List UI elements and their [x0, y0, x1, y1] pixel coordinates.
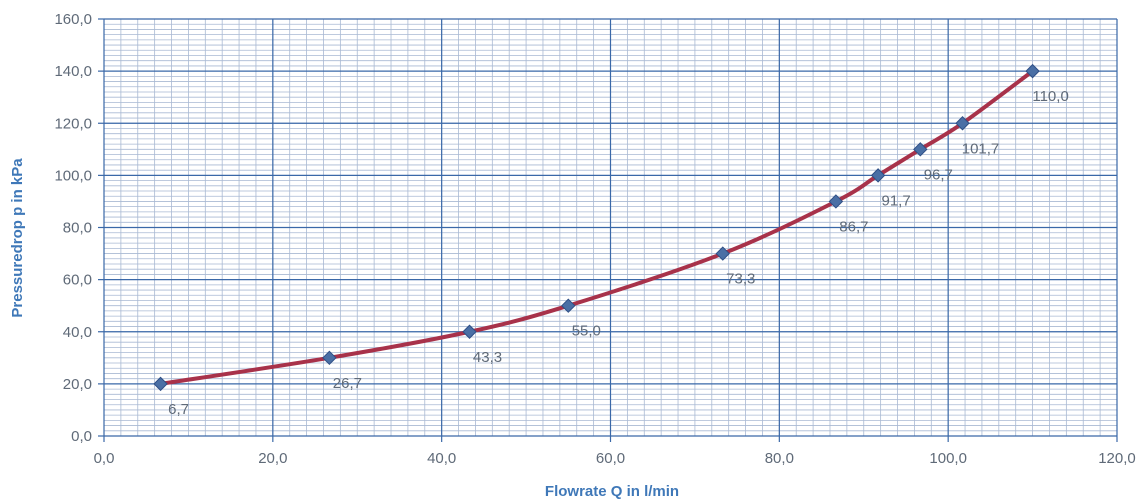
- y-tick-label: 140,0: [54, 63, 92, 80]
- x-tick-label: 20,0: [258, 450, 287, 467]
- data-point-marker: [322, 350, 337, 366]
- x-axis-title: Flowrate Q in l/min: [545, 483, 679, 500]
- data-point-label: 55,0: [572, 323, 601, 340]
- data-point-marker: [955, 116, 970, 131]
- data-point-label: 73,3: [726, 271, 755, 288]
- data-point-marker: [153, 376, 168, 392]
- x-tick-label: 0,0: [94, 450, 115, 467]
- data-point-marker: [1025, 63, 1040, 79]
- y-tick-label: 120,0: [54, 115, 92, 132]
- data-point-marker: [462, 324, 477, 339]
- x-tick-label: 100,0: [929, 450, 967, 467]
- x-tick-label: 60,0: [596, 450, 625, 467]
- x-tick-label: 120,0: [1098, 450, 1136, 467]
- data-point-marker: [561, 298, 576, 313]
- data-point-label: 110,0: [1032, 88, 1068, 105]
- data-point-marker: [870, 168, 886, 183]
- data-point-label: 96,7: [924, 166, 953, 183]
- data-point-label: 101,7: [962, 140, 1000, 157]
- y-tick-label: 80,0: [63, 220, 92, 237]
- y-tick-label: 0,0: [71, 428, 92, 445]
- data-labels: 6,7 26,7 43,3 55,0 73,3 86,7 91,7 96,7 101,7 110,…: [168, 88, 1069, 418]
- x-tick-label: 40,0: [427, 450, 456, 467]
- data-point-marker: [828, 194, 844, 209]
- data-markers: [153, 63, 1040, 392]
- y-tick-label: 20,0: [63, 376, 92, 393]
- y-tick-label: 40,0: [63, 324, 92, 341]
- y-axis-ticks: 0,0 20,0 40,0 60,0 80,0 100,0 120,0 140,0 160,0: [54, 11, 104, 445]
- data-point-label: 91,7: [881, 192, 910, 209]
- data-point-label: 26,7: [333, 375, 362, 392]
- y-tick-label: 100,0: [54, 167, 92, 184]
- y-tick-label: 160,0: [54, 11, 92, 28]
- y-tick-label: 60,0: [63, 272, 92, 289]
- x-tick-label: 80,0: [765, 450, 794, 467]
- data-point-label: 6,7: [168, 401, 189, 418]
- y-axis-title: Pressuredrop p in kPa: [9, 158, 26, 318]
- x-axis-ticks: 0,0 20,0 40,0 60,0 80,0 100,0 120,0: [94, 436, 1136, 467]
- data-point-marker: [913, 142, 928, 157]
- data-point-label: 43,3: [473, 349, 502, 366]
- data-point-label: 86,7: [839, 218, 868, 235]
- data-point-marker: [715, 246, 730, 261]
